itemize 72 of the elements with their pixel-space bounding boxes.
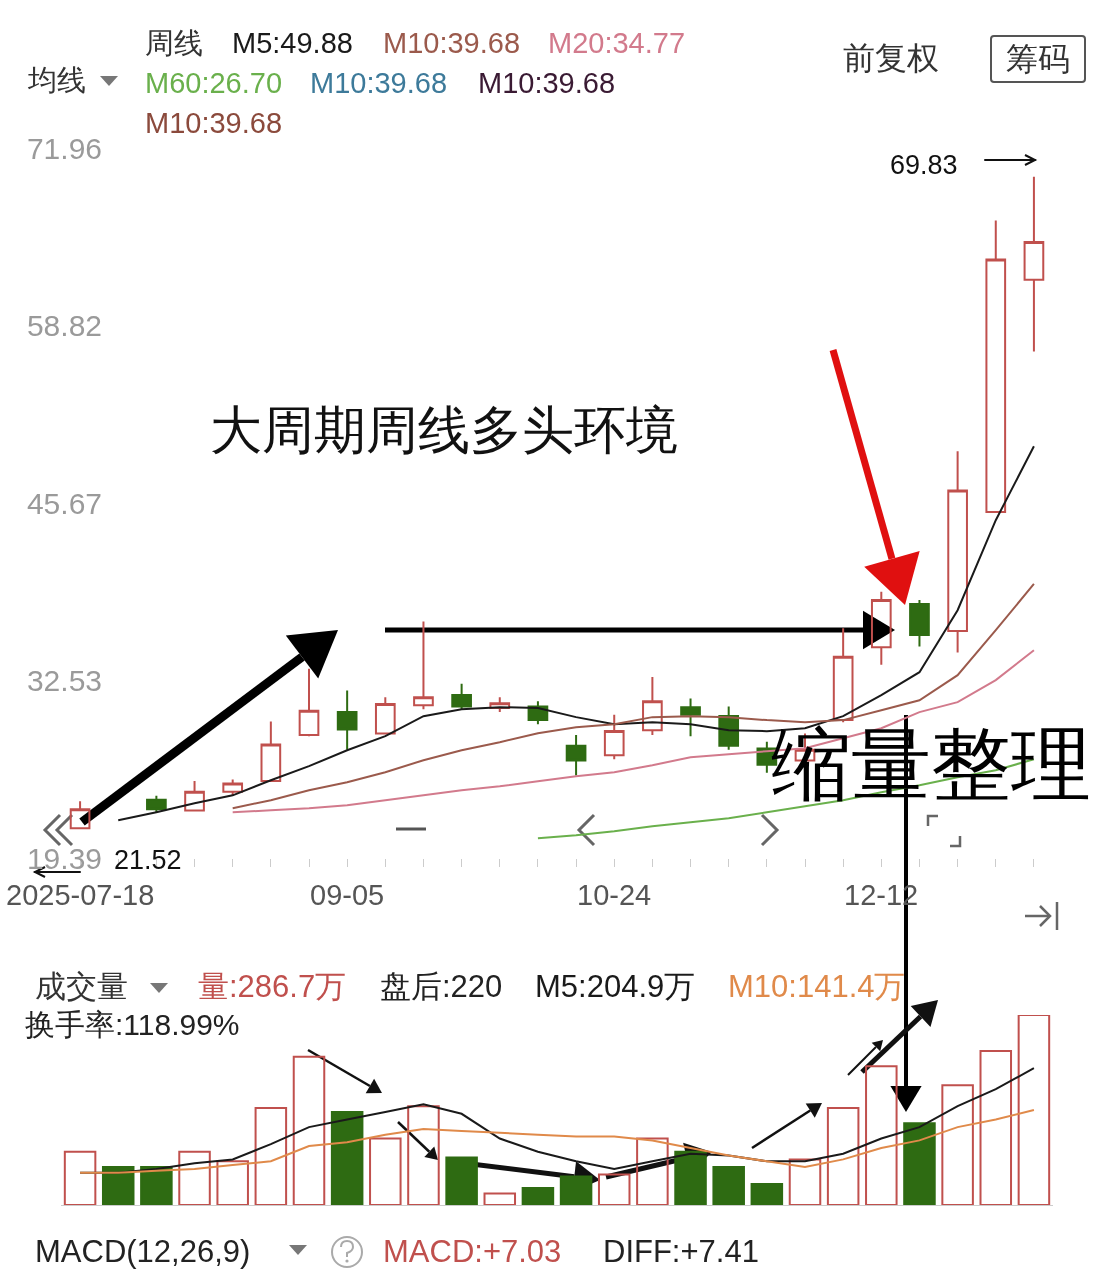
candlestick: [146, 794, 167, 813]
bar: [712, 1166, 745, 1205]
candlestick: [642, 675, 663, 736]
candlestick: [222, 778, 244, 797]
candlestick: [298, 667, 320, 738]
candlestick: [603, 713, 625, 761]
text: M5:204.9万: [535, 968, 696, 1006]
bar: [445, 1156, 478, 1205]
candlestick: [451, 682, 472, 711]
annotation: 换手率:118.99%: [25, 1007, 240, 1043]
text: 前复权: [843, 38, 939, 78]
y-tick-label: 58.82: [26, 308, 102, 342]
text: 周线: [145, 25, 203, 61]
bar: [750, 1183, 784, 1205]
bar: [903, 1122, 936, 1205]
candlestick: [69, 800, 91, 831]
candlestick: [489, 696, 511, 713]
bar: [140, 1166, 173, 1205]
candlestick: [985, 219, 1007, 514]
x-tick-label: 10-24: [577, 879, 652, 911]
candlestick: [336, 689, 358, 751]
bar: [254, 1107, 288, 1205]
y-tick-label: 71.96: [26, 131, 102, 165]
text: M5:49.88: [232, 25, 353, 61]
candlestick: [947, 450, 968, 654]
text: DIFF:+7.41: [603, 1233, 759, 1271]
bar: [788, 1158, 822, 1205]
text: M20:34.77: [548, 25, 686, 61]
text: 均线: [28, 62, 86, 98]
candlestick: [260, 720, 282, 782]
text: M60:26.70: [145, 65, 283, 101]
text: 盘后:220: [380, 968, 503, 1006]
text: M10:141.4万: [728, 968, 906, 1006]
candlestick: [374, 696, 396, 735]
candlestick: [909, 598, 930, 648]
text: 量:286.7万: [198, 968, 347, 1006]
text: M10:39.68: [478, 65, 616, 101]
text: 成交量: [35, 968, 128, 1006]
bar: [1017, 1015, 1051, 1205]
bar: [521, 1186, 555, 1205]
bar: [826, 1107, 860, 1205]
y-tick-label: 19.39: [26, 841, 102, 875]
bar: [407, 1105, 440, 1205]
bar: [330, 1110, 364, 1205]
annotation: 21.52: [114, 843, 182, 877]
annotation: 大周期周线多头环境: [210, 399, 678, 461]
bar: [63, 1150, 97, 1205]
text: M10:39.68: [310, 65, 448, 101]
text: M10:39.68: [145, 105, 283, 141]
annotation: 69.83: [890, 148, 958, 182]
text: M10:39.68: [383, 25, 521, 61]
candlestick: [680, 697, 701, 738]
candlestick: [832, 627, 854, 724]
bar: [979, 1050, 1013, 1205]
text: MACD(12,26,9): [35, 1233, 251, 1271]
bar: [178, 1150, 211, 1205]
bar: [101, 1166, 135, 1205]
candlestick: [184, 779, 205, 812]
x-tick-label: 09-05: [310, 879, 385, 911]
candlestick: [413, 620, 434, 711]
bar: [216, 1160, 249, 1205]
candlestick: [565, 733, 587, 777]
y-tick-label: 45.67: [26, 486, 102, 520]
candlestick: [1023, 175, 1045, 353]
x-tick-label: 2025-07-18: [6, 879, 155, 911]
bar: [941, 1084, 974, 1205]
bar: [292, 1055, 326, 1205]
text: 筹码: [990, 34, 1086, 83]
bar: [483, 1192, 517, 1205]
y-tick-label: 32.53: [26, 664, 102, 698]
text: MACD:+7.03: [383, 1233, 562, 1271]
bar: [369, 1137, 402, 1205]
